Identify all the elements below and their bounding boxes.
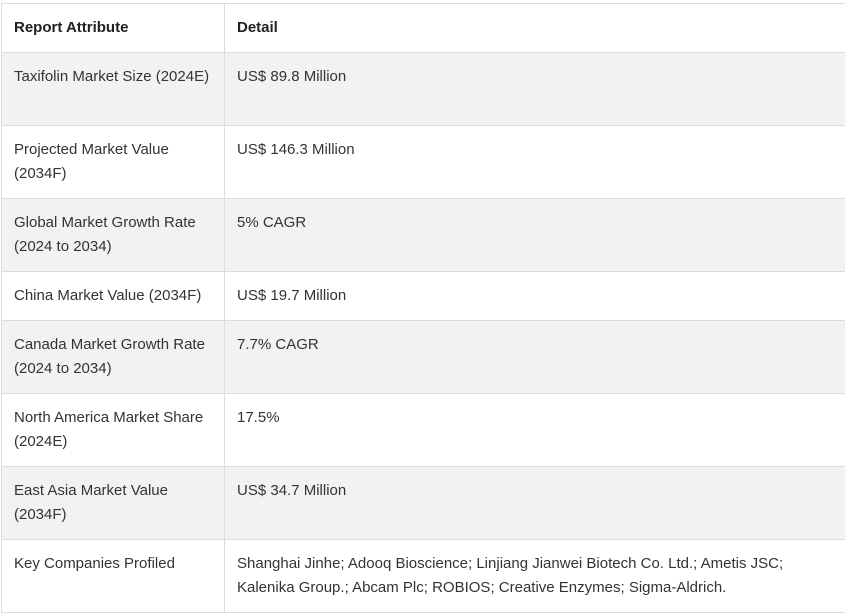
detail-cell: 5% CAGR <box>224 198 845 272</box>
detail-cell: US$ 34.7 Million <box>224 466 845 540</box>
table-row: Taxifolin Market Size (2024E) US$ 89.8 M… <box>1 52 845 126</box>
table-row: China Market Value (2034F) US$ 19.7 Mill… <box>1 271 845 321</box>
attribute-cell: North America Market Share (2024E) <box>1 393 225 467</box>
table-row: North America Market Share (2024E) 17.5% <box>1 393 845 467</box>
table-row: Key Companies Profiled Shanghai Jinhe; A… <box>1 539 845 613</box>
report-attributes-table: Report Attribute Detail Taxifolin Market… <box>1 3 845 613</box>
attribute-cell: Projected Market Value (2034F) <box>1 125 225 199</box>
table-row: Global Market Growth Rate (2024 to 2034)… <box>1 198 845 272</box>
header-report-attribute: Report Attribute <box>1 3 225 53</box>
detail-cell: 7.7% CAGR <box>224 320 845 394</box>
attribute-cell: Taxifolin Market Size (2024E) <box>1 52 225 126</box>
attribute-cell: East Asia Market Value (2034F) <box>1 466 225 540</box>
attribute-cell: Canada Market Growth Rate (2024 to 2034) <box>1 320 225 394</box>
detail-cell: 17.5% <box>224 393 845 467</box>
detail-cell: Shanghai Jinhe; Adooq Bioscience; Linjia… <box>224 539 845 613</box>
table-row: Projected Market Value (2034F) US$ 146.3… <box>1 125 845 199</box>
detail-cell: US$ 146.3 Million <box>224 125 845 199</box>
table-header-row: Report Attribute Detail <box>1 3 845 53</box>
attribute-cell: Key Companies Profiled <box>1 539 225 613</box>
attribute-cell: Global Market Growth Rate (2024 to 2034) <box>1 198 225 272</box>
table-row: Canada Market Growth Rate (2024 to 2034)… <box>1 320 845 394</box>
detail-cell: US$ 19.7 Million <box>224 271 845 321</box>
detail-cell: US$ 89.8 Million <box>224 52 845 126</box>
table-row: East Asia Market Value (2034F) US$ 34.7 … <box>1 466 845 540</box>
attribute-cell: China Market Value (2034F) <box>1 271 225 321</box>
header-detail: Detail <box>224 3 845 53</box>
